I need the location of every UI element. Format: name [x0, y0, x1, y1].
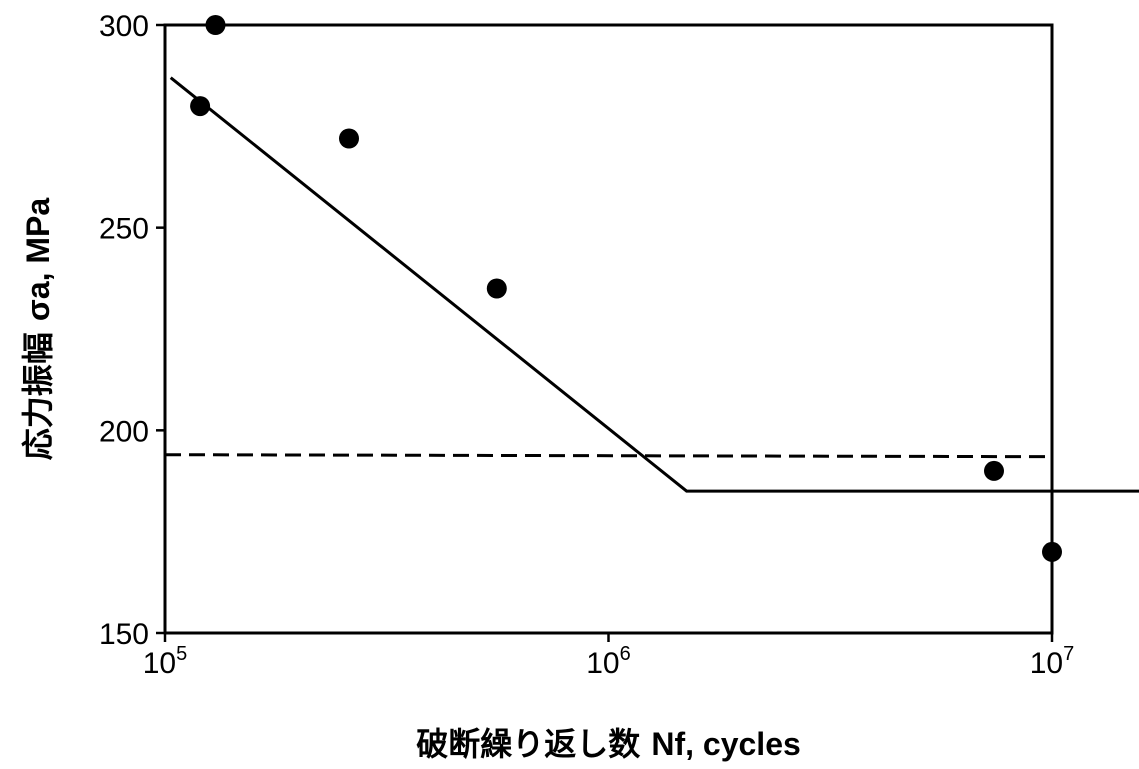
- data-point: [984, 460, 1004, 481]
- y-axis-ticks: 150 200 250 300: [99, 10, 165, 651]
- y-tick-label: 200: [99, 415, 149, 448]
- x-tick-label-base: 10: [586, 647, 619, 680]
- x-tick-label: 105: [143, 643, 188, 680]
- data-points: [190, 15, 1062, 562]
- y-tick-label: 150: [99, 618, 149, 651]
- x-tick-label: 107: [1030, 643, 1075, 680]
- y-axis-title-latin: σa, MPa: [20, 198, 56, 321]
- y-tick-label: 300: [99, 10, 149, 43]
- plot-frame: [163, 23, 1054, 635]
- x-tick-label-base: 10: [1030, 647, 1063, 680]
- x-axis-ticks: 105 106 107: [143, 633, 1075, 680]
- x-axis-title-latin: Nf, cycles: [651, 726, 800, 762]
- x-axis-title-jp: 破断繰り返し数: [416, 725, 651, 763]
- x-axis-title: 破断繰り返し数 Nf, cycles: [416, 725, 801, 763]
- data-point: [339, 128, 359, 149]
- plot-area-border: [163, 23, 1054, 635]
- x-tick-label-exponent: 7: [1063, 643, 1074, 665]
- data-point: [1042, 541, 1062, 562]
- fit-lines: [164, 76, 1139, 493]
- x-tick-label: 106: [586, 643, 631, 680]
- y-axis-title-jp: 応力振幅: [19, 321, 57, 460]
- x-tick-label-exponent: 6: [620, 643, 631, 665]
- y-tick-label: 250: [99, 213, 149, 246]
- x-tick-label-base: 10: [143, 647, 176, 680]
- data-point: [190, 96, 211, 117]
- data-point: [205, 15, 226, 35]
- sn-curve-line: [169, 76, 1139, 493]
- data-point: [486, 278, 507, 299]
- y-axis-title: 応力振幅 σa, MPa: [19, 198, 57, 461]
- x-tick-label-exponent: 5: [176, 643, 187, 665]
- endurance-limit-dashed-line: [164, 453, 1053, 459]
